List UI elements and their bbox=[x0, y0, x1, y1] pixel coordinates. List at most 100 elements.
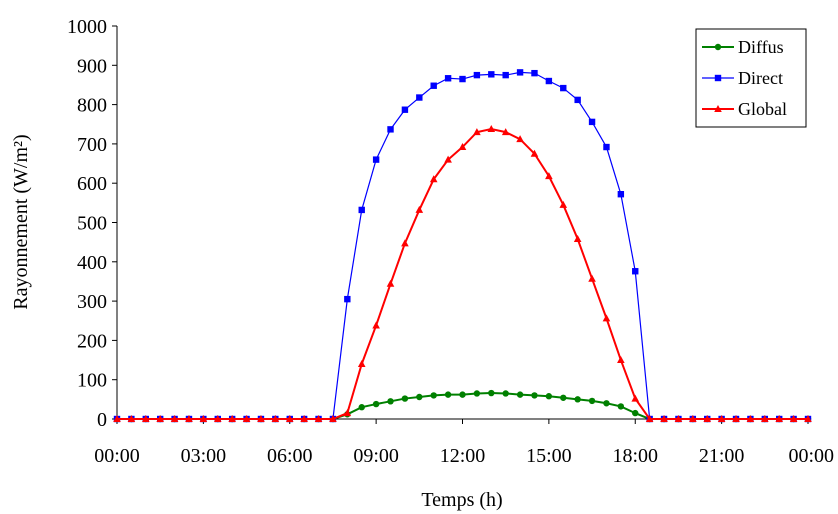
global-point bbox=[113, 415, 121, 422]
direct-point bbox=[545, 77, 553, 85]
global-point bbox=[487, 124, 496, 132]
direct-point bbox=[574, 96, 581, 104]
direct-point bbox=[416, 94, 423, 101]
direct-point bbox=[459, 75, 466, 83]
x-tick-label: 06:00 bbox=[267, 445, 313, 467]
diffus-point bbox=[588, 397, 596, 405]
global-point bbox=[775, 415, 784, 422]
global-point bbox=[271, 415, 280, 422]
direct-point bbox=[488, 71, 495, 78]
y-axis-title: Rayonnement (W/m²) bbox=[10, 134, 32, 309]
x-tick-label: 00:00 bbox=[94, 445, 140, 467]
direct-point bbox=[603, 143, 610, 151]
y-tick-label: 0 bbox=[97, 409, 107, 431]
diffus-point bbox=[430, 392, 437, 399]
y-tick-label: 1000 bbox=[67, 16, 107, 38]
global-point bbox=[573, 235, 582, 243]
legend-label-direct: Direct bbox=[738, 68, 783, 88]
direct-point bbox=[588, 118, 596, 126]
diffus-point bbox=[603, 400, 610, 407]
y-tick-label: 400 bbox=[77, 252, 107, 274]
global-point bbox=[156, 415, 164, 422]
global-point bbox=[185, 415, 193, 422]
direct-point bbox=[632, 268, 639, 275]
global-point bbox=[588, 274, 596, 282]
global-point bbox=[645, 415, 654, 422]
global-point bbox=[386, 279, 395, 287]
legend-diffus-point bbox=[714, 43, 722, 51]
global-point bbox=[545, 172, 553, 180]
global-point bbox=[804, 415, 812, 422]
global-point bbox=[343, 409, 352, 417]
global-point bbox=[300, 415, 308, 422]
global-line bbox=[117, 127, 808, 420]
global-point bbox=[285, 415, 294, 422]
global-point bbox=[674, 415, 683, 422]
legend-global-point bbox=[714, 105, 722, 112]
direct-point bbox=[531, 69, 538, 77]
x-axis-ticks: 00:00 03:00 06:00 09:00 12:00 15:00 18:00 21:00… bbox=[94, 419, 834, 467]
global-point bbox=[631, 394, 640, 402]
direct-point bbox=[430, 82, 437, 89]
diffus-point bbox=[617, 403, 625, 410]
diffus-point bbox=[459, 391, 466, 398]
legend-label-diffus: Diffus bbox=[738, 37, 784, 57]
diffus-point bbox=[531, 392, 538, 399]
global-point bbox=[199, 415, 208, 422]
diffus-point bbox=[387, 398, 394, 405]
x-tick-label: 15:00 bbox=[526, 445, 572, 467]
diffus-point bbox=[416, 393, 423, 401]
diffus-point bbox=[358, 404, 365, 411]
global-point bbox=[415, 205, 424, 213]
legend-direct-point bbox=[714, 74, 722, 82]
global-point bbox=[127, 415, 136, 422]
global-point bbox=[617, 356, 625, 364]
global-point bbox=[444, 155, 452, 163]
x-tick-label: 21:00 bbox=[699, 445, 745, 467]
diffus-point bbox=[560, 394, 567, 401]
y-tick-label: 900 bbox=[77, 55, 107, 77]
y-tick-label: 100 bbox=[77, 370, 107, 392]
y-tick-label: 300 bbox=[77, 291, 107, 313]
diffus-point bbox=[488, 389, 495, 397]
global-point bbox=[761, 415, 769, 422]
diffus-point bbox=[574, 396, 581, 403]
direct-point bbox=[473, 71, 481, 79]
direct-point bbox=[401, 106, 409, 113]
global-point bbox=[329, 415, 337, 422]
global-point bbox=[141, 415, 150, 422]
diffus-point bbox=[473, 390, 481, 397]
global-point bbox=[501, 128, 510, 136]
global-point bbox=[228, 415, 236, 422]
diffus-point bbox=[632, 409, 639, 417]
direct-point bbox=[502, 71, 509, 79]
global-point bbox=[401, 239, 409, 247]
direct-point bbox=[372, 156, 380, 163]
y-tick-label: 600 bbox=[77, 173, 107, 195]
global-point bbox=[717, 415, 726, 422]
direct-point bbox=[358, 206, 365, 214]
diffus-point bbox=[502, 390, 509, 397]
global-point bbox=[530, 149, 539, 157]
y-tick-label: 500 bbox=[77, 213, 107, 235]
diffus-point bbox=[545, 393, 553, 400]
y-tick-label: 800 bbox=[77, 95, 107, 117]
global-point bbox=[660, 415, 668, 422]
direct-point bbox=[516, 69, 524, 76]
global-point bbox=[429, 175, 438, 183]
legend: Diffus Direct Global bbox=[695, 28, 807, 128]
y-axis-ticks: 0 100 200 300 400 500 600 700 800 900 1000 bbox=[67, 16, 117, 431]
global-point bbox=[314, 415, 323, 422]
x-tick-label: 03:00 bbox=[181, 445, 227, 467]
diffus-point bbox=[444, 391, 452, 398]
global-point bbox=[789, 415, 798, 422]
global-point bbox=[602, 314, 611, 322]
y-tick-label: 200 bbox=[77, 330, 107, 352]
diffus-point bbox=[401, 395, 409, 402]
global-point bbox=[516, 135, 524, 143]
global-series bbox=[113, 124, 812, 422]
series-layer bbox=[113, 69, 812, 423]
global-point bbox=[213, 415, 222, 422]
global-point bbox=[170, 415, 179, 422]
